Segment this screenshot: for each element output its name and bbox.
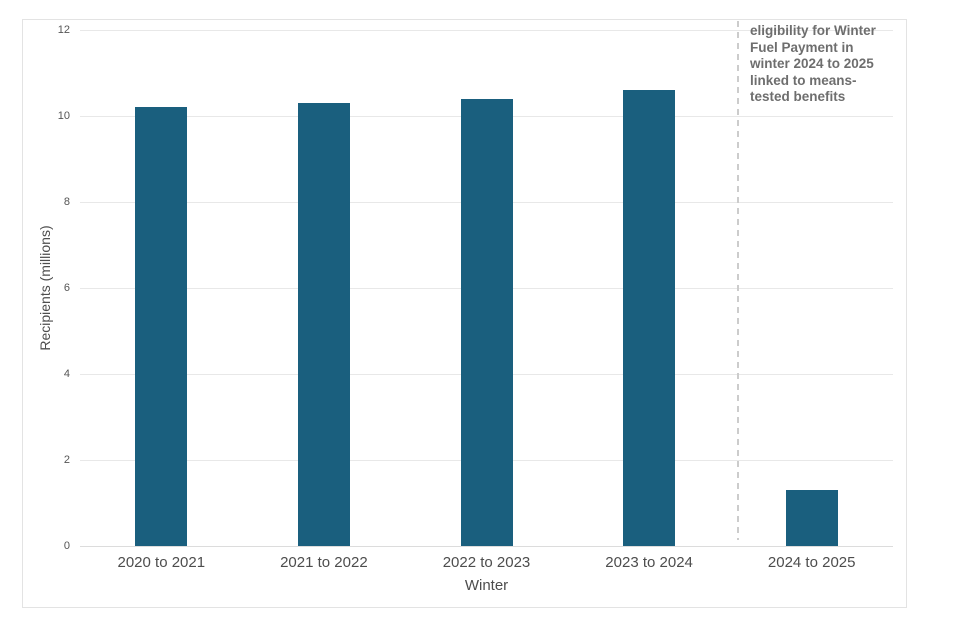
y-tick-label: 6 [63, 282, 70, 294]
y-tick-label: 12 [57, 24, 70, 36]
bar [785, 490, 838, 546]
x-tick-label: 2022 to 2023 [442, 554, 531, 571]
x-tick-label: 2021 to 2022 [280, 554, 368, 571]
dashed-divider-line [737, 21, 739, 540]
y-axis-title: Recipients (millions) [37, 225, 53, 351]
x-axis-title: Winter [464, 577, 509, 594]
y-tick-label: 0 [63, 540, 70, 552]
y-tick-label: 2 [63, 454, 70, 466]
bar [623, 90, 676, 546]
y-tick-label: 4 [63, 368, 70, 380]
bar [135, 107, 188, 546]
x-tick-label: 2024 to 2025 [767, 554, 856, 571]
y-tick-label: 8 [63, 196, 70, 208]
gridline [80, 546, 893, 547]
annotation-text: eligibility for Winter Fuel Payment in w… [750, 23, 876, 104]
y-tick-label: 10 [57, 110, 70, 122]
gridline [80, 30, 893, 31]
bar [297, 103, 350, 546]
x-tick-label: 2023 to 2024 [605, 554, 693, 571]
bar [460, 98, 513, 546]
x-tick-label: 2020 to 2021 [117, 554, 206, 571]
